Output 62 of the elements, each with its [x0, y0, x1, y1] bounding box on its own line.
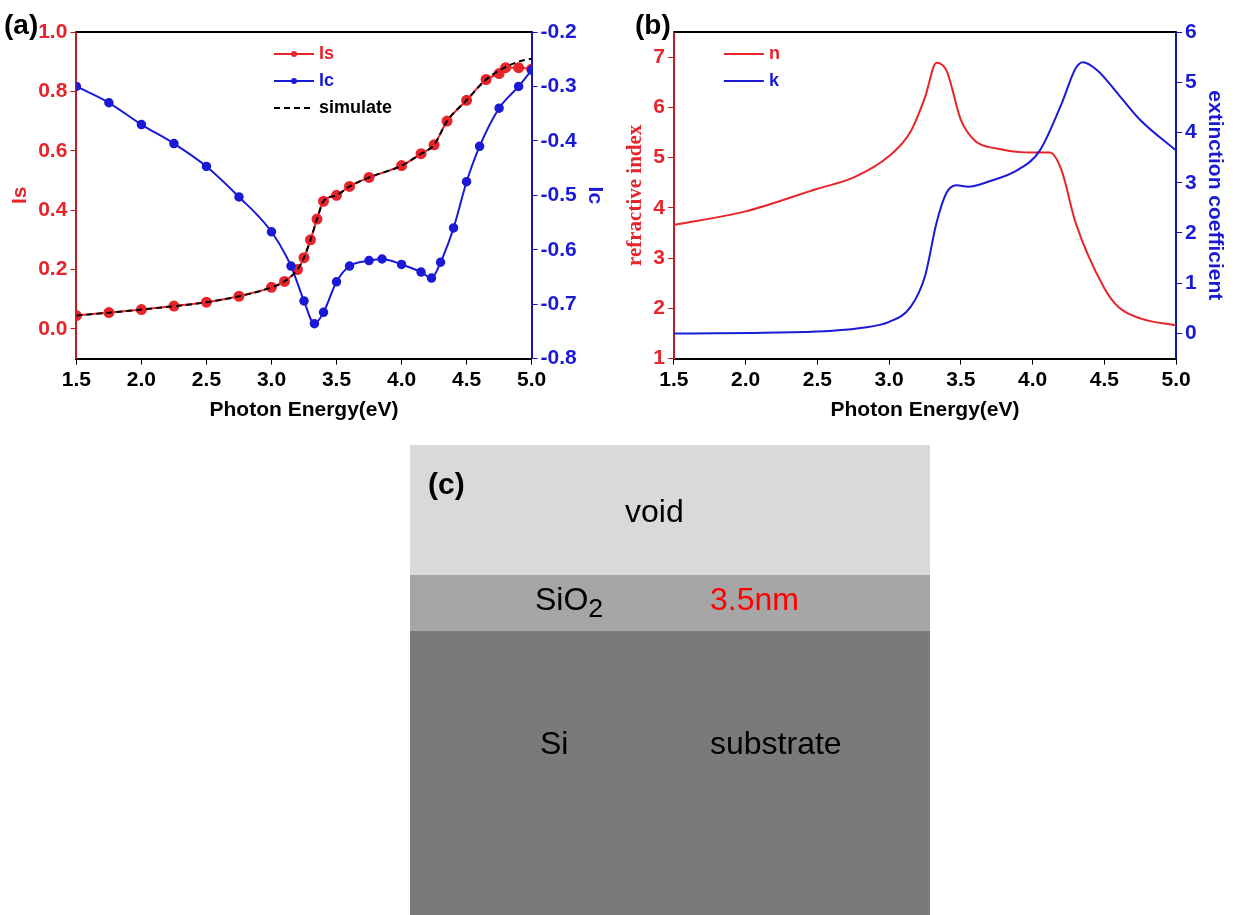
y2-tick-label: 1 — [1185, 270, 1198, 294]
y-tick-label: 1 — [653, 345, 666, 369]
legend-label: simulate — [319, 96, 393, 117]
y-tick-label: 2 — [653, 295, 665, 319]
x-tick-label: 2.0 — [731, 367, 761, 390]
y-axis-title: Is — [7, 186, 31, 205]
y2-tick-label: -0.6 — [540, 236, 577, 260]
x-tick-label: 5.0 — [1161, 367, 1191, 390]
text: (c) — [428, 467, 465, 501]
y2-tick-label: 5 — [1185, 69, 1198, 93]
y-tick-label: 4 — [653, 194, 666, 218]
legend-label: k — [768, 69, 780, 90]
legend-label: Ic — [319, 69, 335, 90]
x-axis-title: Photon Energy(eV) — [209, 397, 399, 421]
y2-tick-label: -0.5 — [540, 182, 578, 206]
y-tick-label: 5 — [653, 144, 666, 168]
y2-tick-label: -0.3 — [540, 73, 577, 97]
x-tick-label: 4.5 — [1089, 367, 1120, 390]
y2-tick-label: -0.2 — [540, 18, 577, 42]
x-tick-label: 4.5 — [451, 367, 482, 390]
text: 3.5nm — [710, 581, 799, 618]
y-tick-label: 0.6 — [38, 137, 68, 161]
text: Si — [540, 725, 569, 762]
x-tick-label: 4.0 — [1018, 367, 1048, 390]
y-tick-label: 7 — [653, 43, 665, 67]
x-tick-label: 1.5 — [659, 367, 689, 390]
x-tick-label: 4.0 — [386, 367, 417, 390]
text: void — [625, 493, 684, 530]
x-tick-label: 3.5 — [321, 367, 352, 390]
y-tick-label: 0.0 — [38, 315, 68, 339]
x-tick-label: 3.0 — [874, 367, 904, 390]
x-tick-label: 2.5 — [191, 367, 222, 390]
y-tick-label: 0.8 — [38, 78, 68, 102]
y2-tick-label: -0.4 — [540, 127, 578, 151]
legend-label: n — [768, 42, 780, 63]
y2-tick-label: 4 — [1185, 119, 1198, 143]
y2-axis-title: Ic — [584, 186, 608, 205]
y-axis-title: refractive index — [622, 124, 647, 266]
x-tick-label: 2.0 — [126, 367, 157, 390]
x-tick-label: 5.0 — [517, 367, 547, 390]
chart-title: (b) — [635, 8, 671, 40]
x-tick-label: 1.5 — [61, 367, 92, 390]
y2-tick-label: 6 — [1185, 18, 1197, 42]
text: substrate — [710, 725, 842, 762]
y2-tick-label: 0 — [1185, 320, 1197, 344]
y2-tick-label: 2 — [1185, 219, 1197, 243]
x-tick-label: 2.5 — [802, 367, 833, 390]
y2-axis-title: extinction coefficient — [1204, 90, 1228, 301]
y-tick-label: 3 — [653, 244, 665, 268]
y2-tick-label: -0.7 — [540, 290, 577, 314]
x-tick-label: 3.5 — [946, 367, 976, 390]
y-tick-label: 6 — [653, 94, 665, 118]
text: SiO$_{2}$ — [535, 581, 604, 625]
y2-tick-label: -0.8 — [540, 345, 578, 369]
chart-title: (a) — [4, 8, 39, 40]
y-tick-label: 1.0 — [38, 18, 68, 42]
x-tick-label: 3.0 — [256, 367, 287, 390]
legend-label: Is — [319, 42, 335, 63]
y2-tick-label: 3 — [1185, 169, 1197, 193]
y-tick-label: 0.2 — [38, 256, 68, 280]
x-axis-title: Photon Energy(eV) — [830, 397, 1020, 421]
y-tick-label: 0.4 — [38, 196, 68, 220]
